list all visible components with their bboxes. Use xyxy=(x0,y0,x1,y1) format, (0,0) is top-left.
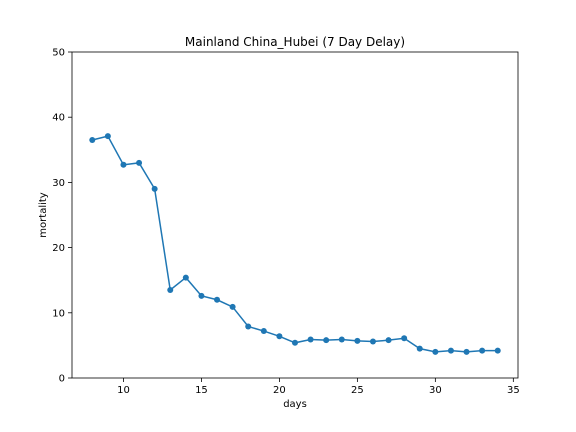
x-tick-label: 20 xyxy=(273,385,286,396)
data-point xyxy=(432,348,439,355)
data-point xyxy=(323,337,330,344)
plot-area: 10 15 20 25 30 35 0 10 20 30 40 50 xyxy=(52,48,519,397)
data-point xyxy=(416,345,423,352)
data-point xyxy=(182,274,189,281)
y-tick-label: 50 xyxy=(52,48,65,59)
data-point xyxy=(214,296,221,303)
data-point xyxy=(245,323,252,330)
data-point xyxy=(151,185,158,192)
data-point xyxy=(354,337,361,344)
y-tick-label: 20 xyxy=(52,243,65,254)
axes-frame xyxy=(71,51,519,379)
x-axis-label: days xyxy=(283,399,307,410)
data-point xyxy=(167,286,174,293)
x-tick-label: 30 xyxy=(429,385,442,396)
y-tick-label: 0 xyxy=(59,374,65,385)
data-point xyxy=(89,137,96,144)
data-point xyxy=(447,347,454,354)
chart-title: Mainland China_Hubei (7 Day Delay) xyxy=(185,35,405,49)
data-point xyxy=(385,337,392,344)
y-tick-label: 30 xyxy=(52,178,65,189)
data-point xyxy=(198,292,205,299)
y-tick-label: 40 xyxy=(52,113,65,124)
data-point xyxy=(401,335,408,342)
data-point xyxy=(307,336,314,343)
data-point xyxy=(276,333,283,340)
data-point xyxy=(120,161,127,168)
data-point xyxy=(494,347,501,354)
x-tick-label: 35 xyxy=(507,385,520,396)
y-tick-label: 10 xyxy=(52,308,65,319)
data-point xyxy=(229,303,236,310)
data-point xyxy=(104,133,111,140)
data-point xyxy=(292,339,298,346)
x-tick-label: 15 xyxy=(195,385,208,396)
data-point xyxy=(479,347,486,354)
data-point xyxy=(260,328,267,335)
x-tick-label: 10 xyxy=(117,385,130,396)
data-point xyxy=(369,338,376,345)
y-axis-label: mortality xyxy=(38,192,49,237)
data-point xyxy=(463,348,470,355)
data-point xyxy=(136,159,143,166)
x-tick-label: 25 xyxy=(351,385,364,396)
data-point xyxy=(338,336,345,343)
